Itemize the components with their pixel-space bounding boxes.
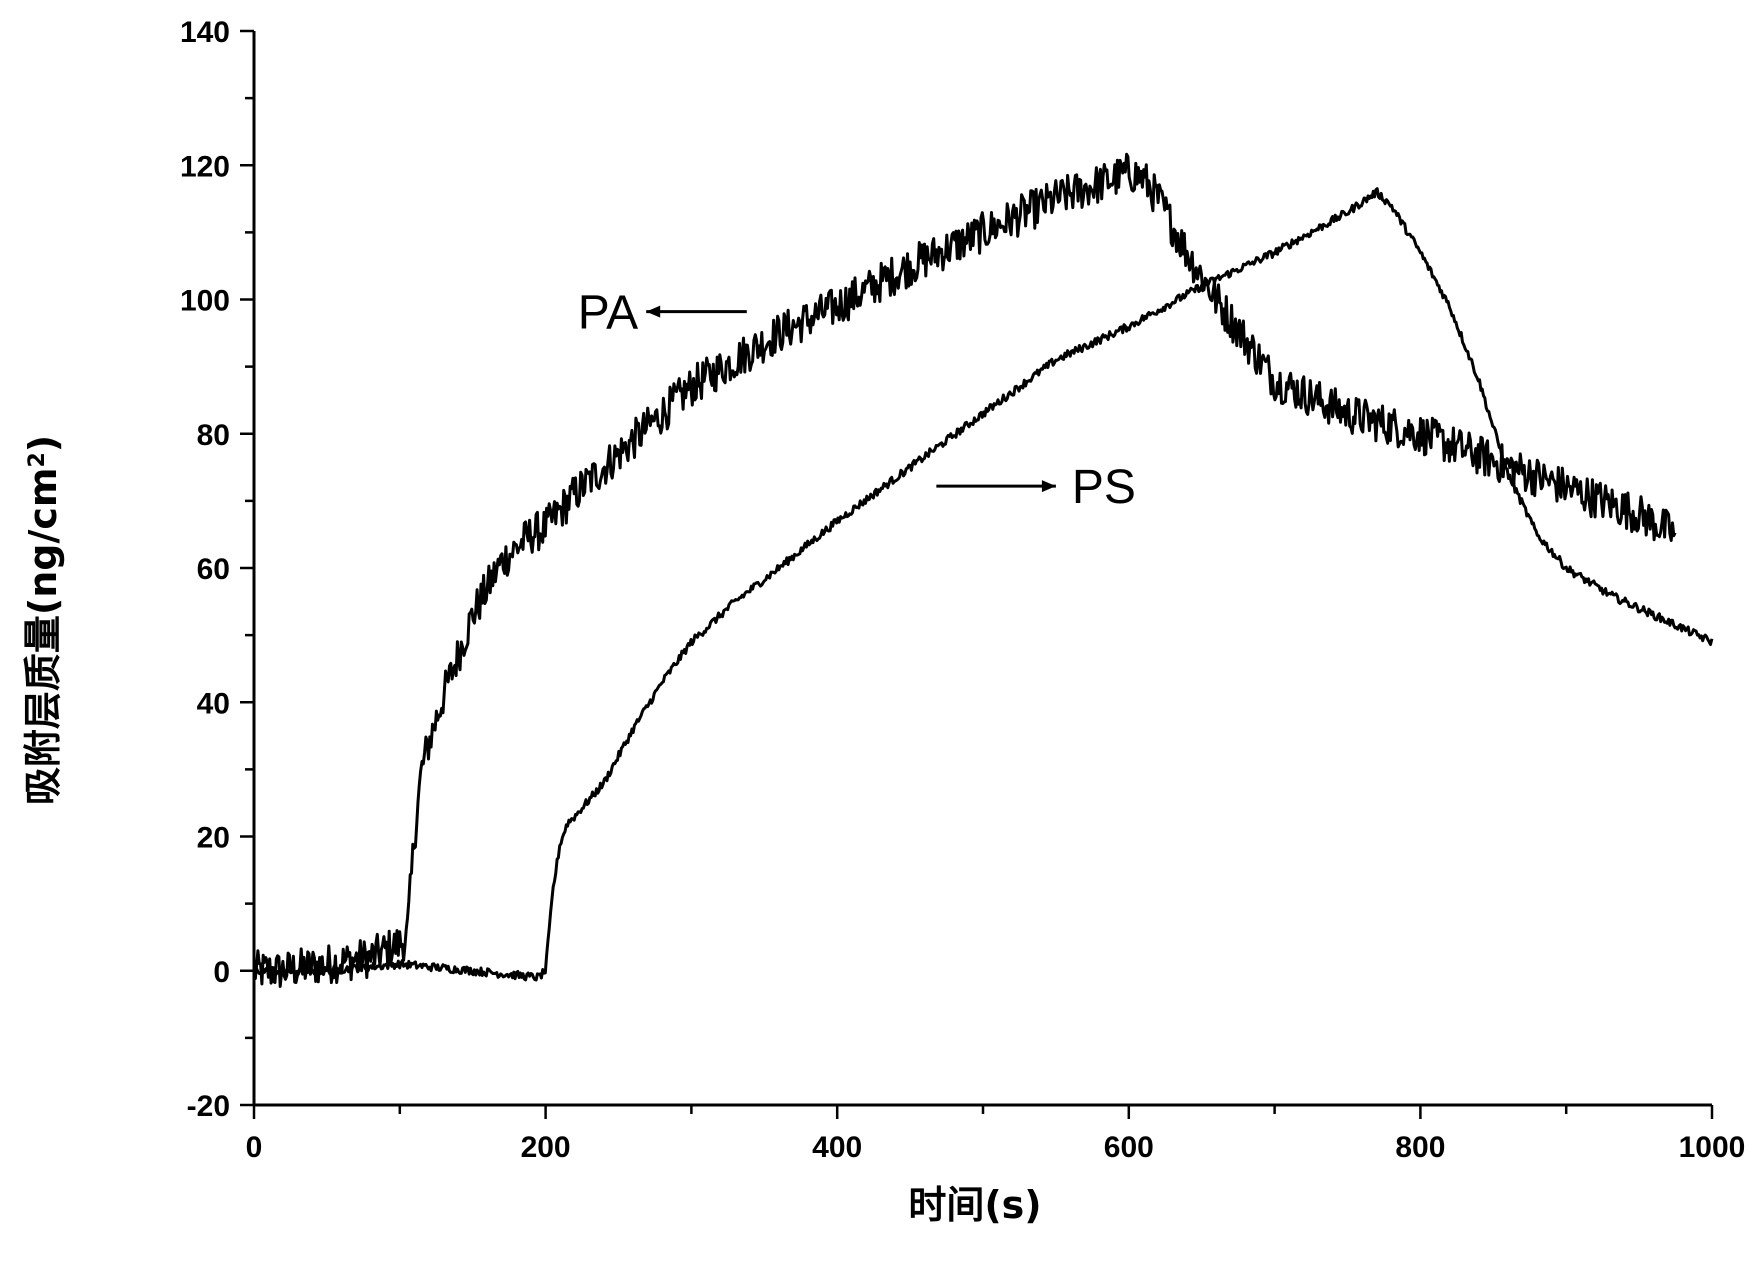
y-tick-label: 20 [197,822,230,855]
y-tick-label: 0 [213,956,230,989]
y-tick-label: 140 [180,16,230,49]
annotation-label-pa: PA [578,287,638,340]
y-tick-label: 60 [197,553,230,586]
annotations-layer: PA PS [578,287,1136,515]
x-tick-label: 800 [1395,1131,1445,1164]
x-tick-label: 1000 [1679,1131,1746,1164]
y-axis-title: 吸附层质量(ng/cm2) [21,435,65,805]
x-axis-title: 时间(s) [908,1183,1041,1227]
series-line-pa [252,152,1677,988]
axes-layer: 0 200 400 600 800 1000 -20 0 20 40 60 80 100 120 140 [180,16,1745,1164]
x-tick-label: 600 [1104,1131,1154,1164]
annotation-label-ps: PS [1072,461,1136,514]
series-line-ps [252,187,1714,982]
y-axis-title-sup: 2 [25,452,50,467]
x-tick-label: 200 [521,1131,571,1164]
x-tick-label: 400 [812,1131,862,1164]
y-axis-title-close: ) [21,435,65,452]
y-tick-label: 40 [197,687,230,720]
x-tick-label: 0 [246,1131,263,1164]
series-layer [252,152,1714,988]
y-tick-label: 100 [180,285,230,318]
y-axis-title-main: 吸附层质量(ng/cm [21,468,65,806]
annotation-arrowhead [646,305,661,318]
y-tick-label: 80 [197,419,230,452]
y-tick-label: -20 [187,1090,230,1123]
y-tick-label: 120 [180,150,230,183]
annotation-arrowhead [1041,480,1056,493]
